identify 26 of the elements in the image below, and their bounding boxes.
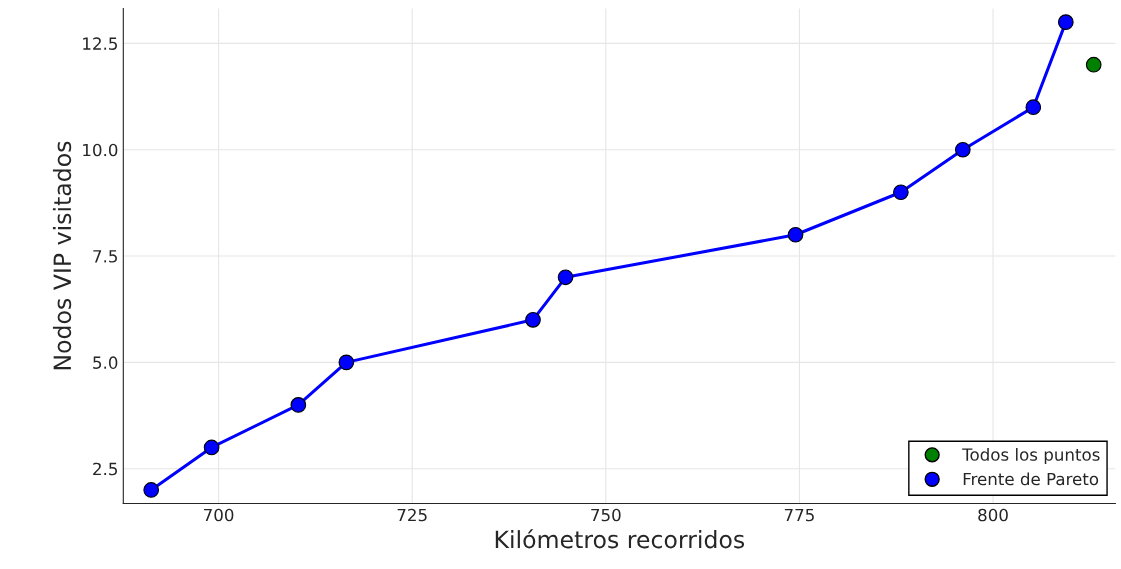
point — [557, 269, 574, 286]
x-tick-label: 725 — [397, 508, 427, 522]
y-tick-label: 2.5 — [93, 462, 117, 476]
point — [1085, 56, 1102, 73]
x-tick-label: 700 — [204, 508, 234, 522]
point — [954, 141, 971, 158]
x-axis-title: Kilómetros recorridos — [495, 529, 745, 549]
point — [1025, 99, 1042, 116]
point — [143, 482, 160, 498]
point — [525, 312, 541, 328]
y-axis-title: Nodos VIP visitados — [52, 141, 72, 370]
x-tick-label: 800 — [978, 508, 1008, 522]
legend-label: Frente de Pareto — [963, 472, 1099, 486]
point — [203, 439, 220, 456]
x-tick-label: 750 — [591, 508, 621, 522]
y-tick-label: 5.0 — [93, 356, 118, 369]
x-tick-label: 775 — [784, 508, 814, 522]
point — [787, 226, 804, 243]
point — [1057, 14, 1074, 30]
point — [290, 397, 307, 413]
point — [338, 354, 355, 371]
y-tick-label: 7.5 — [93, 250, 117, 263]
legend-label: Todos los puntos — [962, 447, 1100, 465]
point — [893, 184, 909, 201]
y-tick-label: 10.0 — [83, 143, 118, 157]
y-tick-label: 12.5 — [83, 37, 117, 50]
